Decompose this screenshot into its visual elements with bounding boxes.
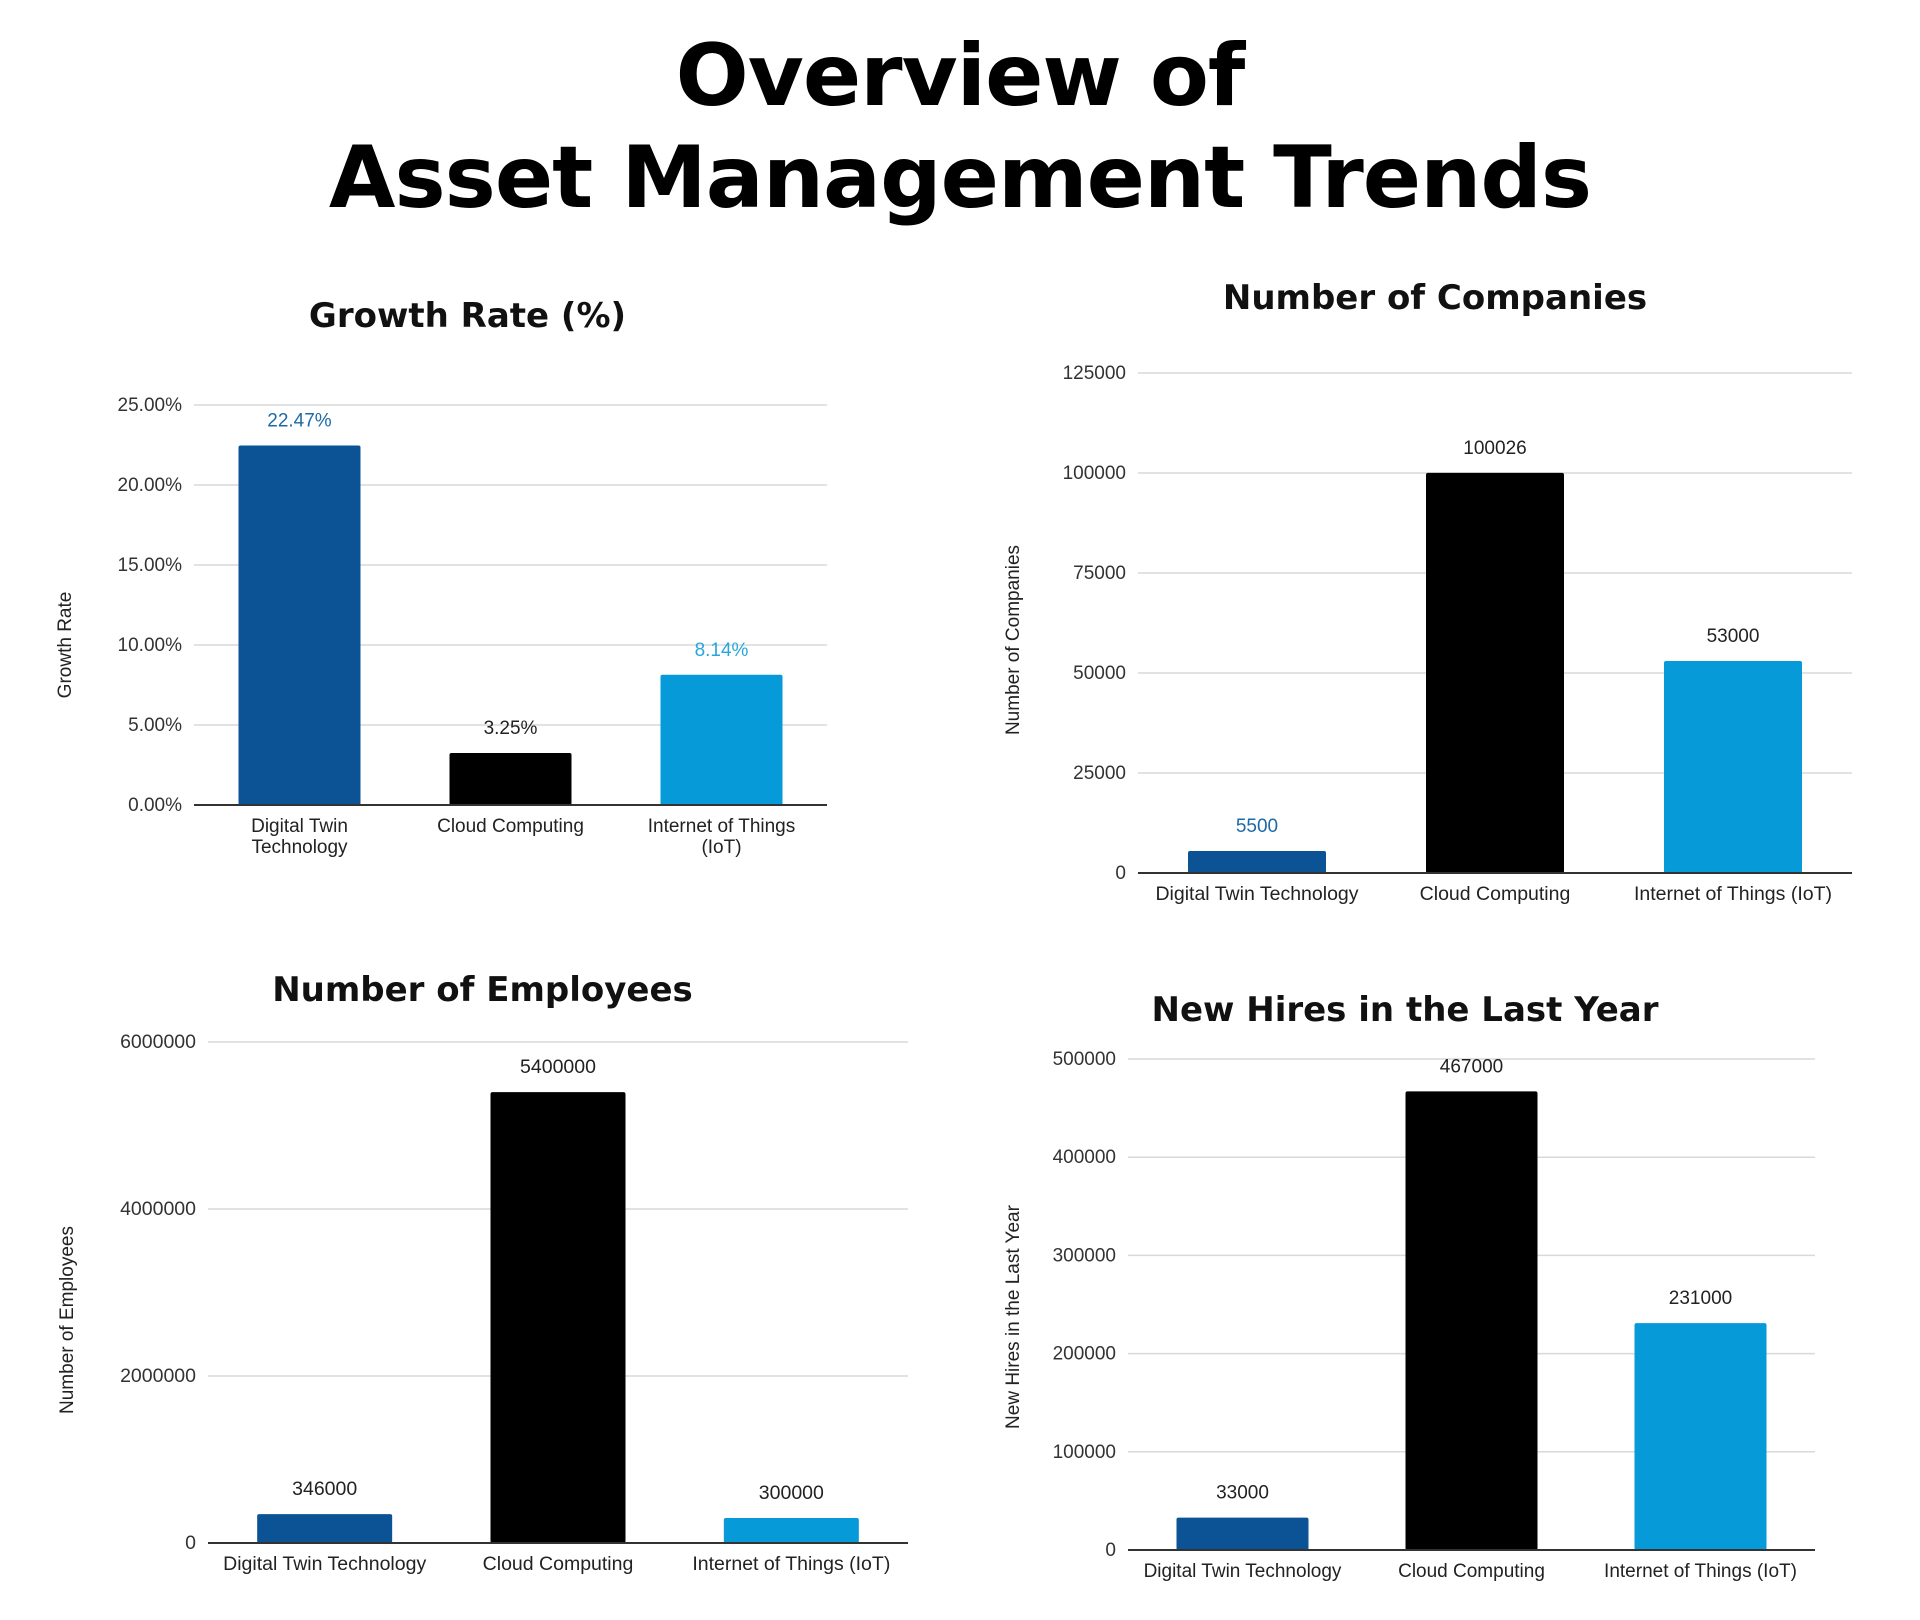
number-of-companies-chart: Number of Companies Number of Companies … bbox=[980, 260, 1880, 920]
y-tick-label: 300000 bbox=[1053, 1245, 1116, 1266]
x-tick-label: Cloud Computing bbox=[437, 816, 584, 837]
y-tick-label: 75000 bbox=[1073, 563, 1126, 584]
data-label: 8.14% bbox=[695, 640, 749, 661]
x-tick-label: Internet of Things (IoT) bbox=[692, 1553, 890, 1575]
bar bbox=[490, 1092, 626, 1543]
y-tick-label: 6000000 bbox=[120, 1031, 196, 1053]
bar bbox=[723, 1517, 859, 1543]
bar bbox=[1405, 1091, 1538, 1550]
y-tick-label: 0.00% bbox=[128, 795, 182, 816]
data-label: 5400000 bbox=[520, 1056, 596, 1078]
data-label: 300000 bbox=[759, 1482, 824, 1504]
y-tick-label: 4000000 bbox=[120, 1198, 196, 1220]
chart-title: Number of Employees bbox=[272, 970, 693, 1010]
chart-plot-area: 0.00% 5.00% 10.00% 15.00% 20.00% 25.00% 22.47%… bbox=[118, 395, 827, 858]
data-label: 33000 bbox=[1216, 1483, 1269, 1504]
growth-rate-chart: Growth Rate (%) Growth Rate 0.00% 5.00% 10… bbox=[40, 280, 840, 880]
x-tick-label: Internet of Things (IoT) bbox=[1604, 1561, 1797, 1582]
y-tick-label: 100000 bbox=[1053, 1442, 1116, 1463]
y-tick-label: 2000000 bbox=[120, 1365, 196, 1387]
x-tick-label: Digital Twin Technology bbox=[1144, 1561, 1342, 1582]
y-tick-label: 50000 bbox=[1073, 663, 1126, 684]
page-title-line-1: Overview of bbox=[675, 26, 1246, 126]
y-tick-label: 400000 bbox=[1053, 1147, 1116, 1168]
data-label: 467000 bbox=[1440, 1056, 1503, 1077]
y-tick-label: 10.00% bbox=[118, 635, 183, 656]
bar bbox=[449, 753, 572, 805]
x-tick-label: Cloud Computing bbox=[1420, 883, 1571, 905]
data-label: 231000 bbox=[1669, 1288, 1732, 1309]
y-tick-label: 200000 bbox=[1053, 1344, 1116, 1365]
x-tick-label: Cloud Computing bbox=[483, 1553, 634, 1575]
bar bbox=[257, 1514, 393, 1543]
y-tick-label: 25.00% bbox=[118, 395, 183, 416]
data-label: 346000 bbox=[292, 1478, 357, 1500]
x-tick-label: Digital Twin bbox=[251, 816, 348, 837]
y-tick-label: 100000 bbox=[1063, 463, 1126, 484]
data-label: 5500 bbox=[1236, 816, 1278, 837]
x-tick-label: Cloud Computing bbox=[1398, 1561, 1545, 1582]
bar bbox=[1176, 1517, 1309, 1550]
new-hires-chart: New Hires in the Last Year New Hires in … bbox=[980, 970, 1880, 1610]
bar bbox=[238, 445, 361, 805]
chart-title: Number of Companies bbox=[1222, 278, 1648, 318]
x-tick-label: Digital Twin Technology bbox=[223, 1553, 426, 1575]
page-title-line-2: Asset Management Trends bbox=[328, 128, 1592, 228]
x-tick-label: (IoT) bbox=[701, 837, 741, 858]
y-tick-label: 25000 bbox=[1073, 763, 1126, 784]
x-tick-label: Digital Twin Technology bbox=[1155, 883, 1358, 905]
x-tick-label: Internet of Things bbox=[648, 816, 796, 837]
y-tick-label: 0 bbox=[185, 1532, 196, 1554]
data-label: 100026 bbox=[1463, 438, 1526, 459]
y-tick-label: 125000 bbox=[1063, 363, 1126, 384]
y-tick-label: 0 bbox=[1115, 863, 1126, 884]
bar bbox=[660, 674, 783, 805]
y-tick-label: 5.00% bbox=[128, 715, 182, 736]
number-of-employees-chart: Number of Employees Number of Employees … bbox=[40, 950, 940, 1610]
chart-plot-area: 0 25000 50000 75000 100000 125000 5500 Digital … bbox=[1063, 363, 1852, 905]
data-label: 53000 bbox=[1707, 626, 1760, 647]
bar bbox=[1634, 1323, 1767, 1550]
y-tick-label: 20.00% bbox=[118, 475, 183, 496]
chart-plot-area: 0 100000 200000 300000 400000 500000 33000 Digi… bbox=[1053, 1049, 1815, 1582]
x-tick-label: Technology bbox=[251, 837, 348, 858]
chart-title: New Hires in the Last Year bbox=[1151, 990, 1659, 1030]
data-label: 22.47% bbox=[267, 410, 332, 431]
y-tick-label: 15.00% bbox=[118, 555, 183, 576]
bar bbox=[1664, 661, 1802, 873]
bar bbox=[1188, 851, 1326, 873]
y-tick-label: 0 bbox=[1105, 1540, 1116, 1561]
x-tick-label: Internet of Things (IoT) bbox=[1634, 883, 1832, 905]
data-label: 3.25% bbox=[484, 718, 538, 739]
y-tick-label: 500000 bbox=[1053, 1049, 1116, 1070]
chart-title: Growth Rate (%) bbox=[308, 296, 627, 336]
chart-plot-area: 0 2000000 4000000 6000000 346000 Digital Twin… bbox=[120, 1031, 908, 1575]
bar bbox=[1426, 472, 1564, 873]
